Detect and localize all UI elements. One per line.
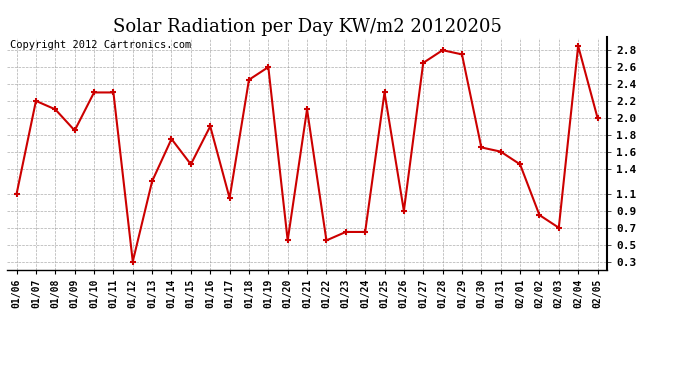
Text: Copyright 2012 Cartronics.com: Copyright 2012 Cartronics.com bbox=[10, 40, 191, 50]
Title: Solar Radiation per Day KW/m2 20120205: Solar Radiation per Day KW/m2 20120205 bbox=[112, 18, 502, 36]
